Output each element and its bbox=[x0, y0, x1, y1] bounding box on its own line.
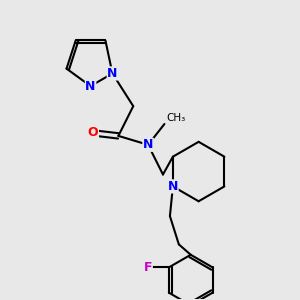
Text: N: N bbox=[107, 67, 118, 80]
Text: N: N bbox=[85, 80, 96, 93]
Text: N: N bbox=[143, 138, 153, 151]
Text: N: N bbox=[168, 180, 178, 193]
Text: CH₃: CH₃ bbox=[166, 112, 185, 122]
Text: O: O bbox=[88, 126, 98, 140]
Text: F: F bbox=[144, 261, 152, 274]
